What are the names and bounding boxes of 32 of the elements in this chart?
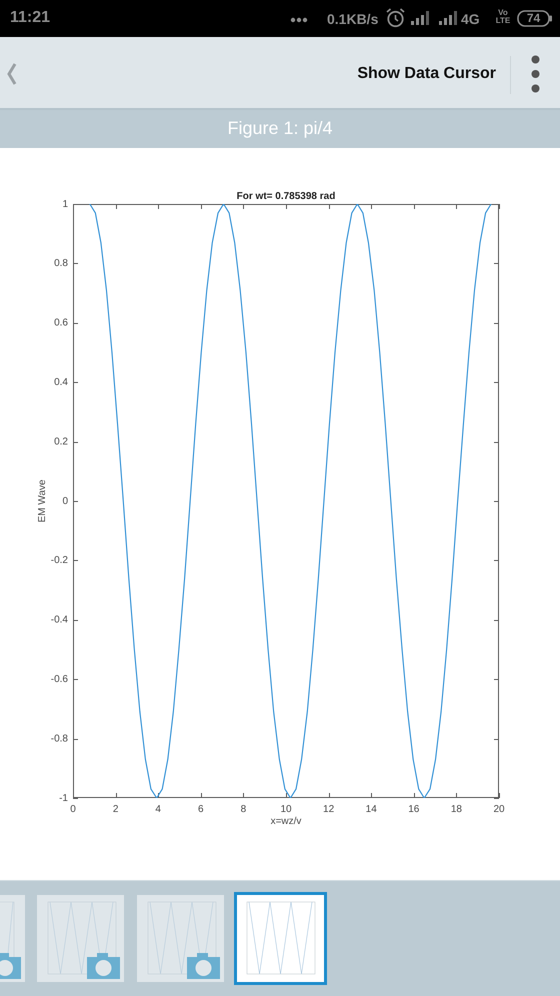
y-axis-title: EM Wave — [36, 479, 48, 522]
y-tick-label: -0.8 — [50, 733, 68, 744]
text: Vo LTE — [494, 8, 512, 26]
y-tick-label: 0.6 — [54, 318, 68, 329]
x-tick-label: 16 — [408, 804, 420, 815]
chart-title: For wt= 0.785398 rad — [236, 190, 336, 202]
y-tick-label: 0.4 — [54, 376, 68, 388]
y-tick-label: 1 — [62, 198, 68, 210]
text: 11:21 — [10, 9, 50, 26]
y-tick-label: -1 — [59, 792, 68, 804]
x-tick-label: 14 — [366, 804, 378, 815]
x-tick-label: 4 — [155, 804, 162, 815]
x-tick-label: 20 — [493, 804, 505, 815]
text: 0.1KB/s — [327, 11, 378, 27]
x-tick-label: 0 — [70, 804, 76, 815]
y-tick-label: 0.2 — [54, 436, 68, 448]
x-tick-label: 18 — [450, 804, 462, 815]
x-axis-title: x=wz/v — [270, 816, 302, 827]
text: 4G — [461, 11, 480, 27]
x-tick-label: 2 — [112, 804, 119, 815]
y-tick-label: -0.6 — [50, 674, 68, 685]
y-tick-label: 0.8 — [54, 258, 68, 270]
text: 74 — [517, 11, 550, 25]
x-tick-label: 10 — [280, 804, 292, 815]
x-tick-label: 8 — [240, 804, 247, 815]
y-tick-label: -0.4 — [50, 614, 68, 626]
y-tick-label: 0 — [62, 496, 68, 507]
x-tick-label: 6 — [198, 804, 204, 815]
x-tick-label: 12 — [323, 804, 335, 815]
y-tick-label: -0.2 — [50, 555, 68, 566]
caption: Figure 1: pi/4 — [226, 118, 334, 138]
text: Show Data Cursor — [357, 65, 496, 82]
